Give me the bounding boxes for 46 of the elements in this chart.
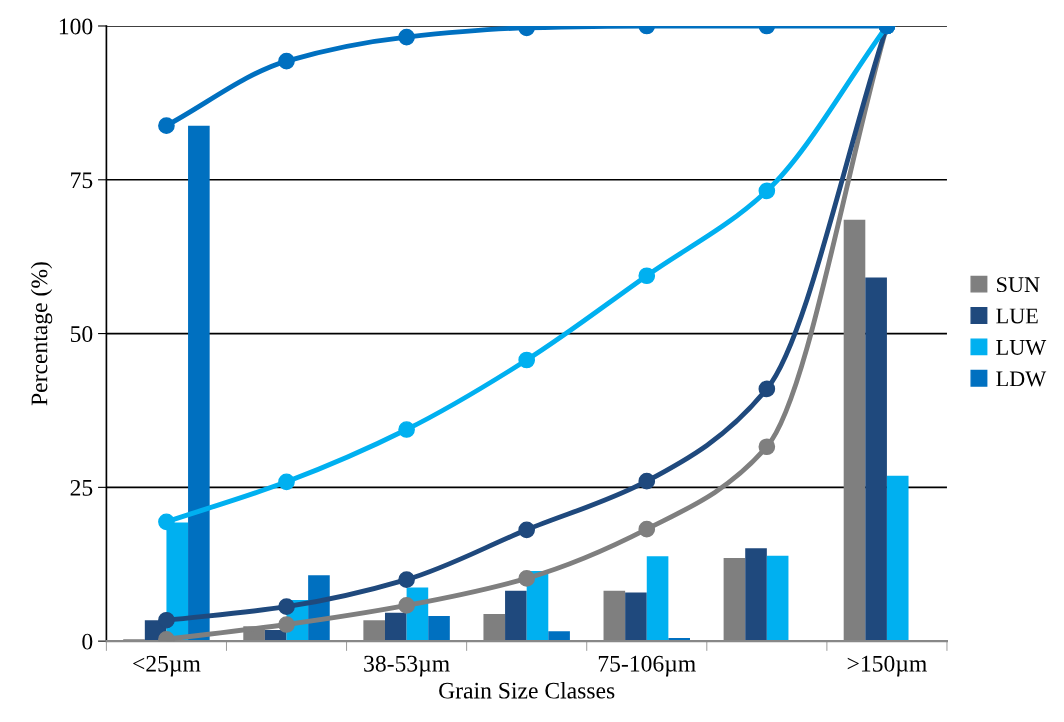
point <box>758 438 776 456</box>
legend-label: LDW <box>996 371 1047 387</box>
point <box>158 513 175 531</box>
point <box>638 472 656 490</box>
x-tick-label: >150µm <box>847 655 927 677</box>
x-tick-label: <25µm <box>133 655 201 677</box>
point <box>278 616 295 633</box>
point <box>278 52 295 70</box>
point <box>158 611 175 629</box>
y-axis-title: Percentage (%) <box>30 262 53 406</box>
point <box>518 570 536 587</box>
y-tick-label: 0 <box>82 633 93 650</box>
point <box>278 473 295 491</box>
bar <box>188 125 210 642</box>
point <box>638 267 656 285</box>
x-tick-label: 38-53µm <box>364 655 450 677</box>
bar <box>505 590 527 642</box>
point <box>398 28 415 46</box>
bar <box>384 612 407 642</box>
bar <box>625 592 647 642</box>
point <box>518 521 536 539</box>
x-tick-label: 75-106µm <box>598 655 696 677</box>
bar <box>428 615 450 642</box>
y-tick-label: 75 <box>71 172 93 189</box>
point <box>518 351 536 369</box>
x-axis-title: Grain Size Classes <box>439 681 615 699</box>
point <box>398 571 415 588</box>
point <box>398 597 415 614</box>
bar <box>745 548 767 642</box>
y-tick-label: 50 <box>70 326 93 342</box>
point <box>398 421 415 438</box>
point <box>158 117 175 134</box>
legend-label: LUW <box>996 340 1047 356</box>
y-tick-label: 25 <box>70 479 93 496</box>
legend-label: SUN <box>997 277 1040 293</box>
legend-label: LUE <box>996 308 1038 324</box>
point <box>758 380 776 398</box>
bar <box>865 277 887 642</box>
y-tick-label: 100 <box>59 18 93 35</box>
bar <box>766 555 789 642</box>
point <box>638 520 656 538</box>
bar <box>886 475 909 642</box>
point <box>758 182 776 200</box>
point <box>278 598 295 616</box>
bar <box>646 556 669 642</box>
bar <box>548 631 570 642</box>
